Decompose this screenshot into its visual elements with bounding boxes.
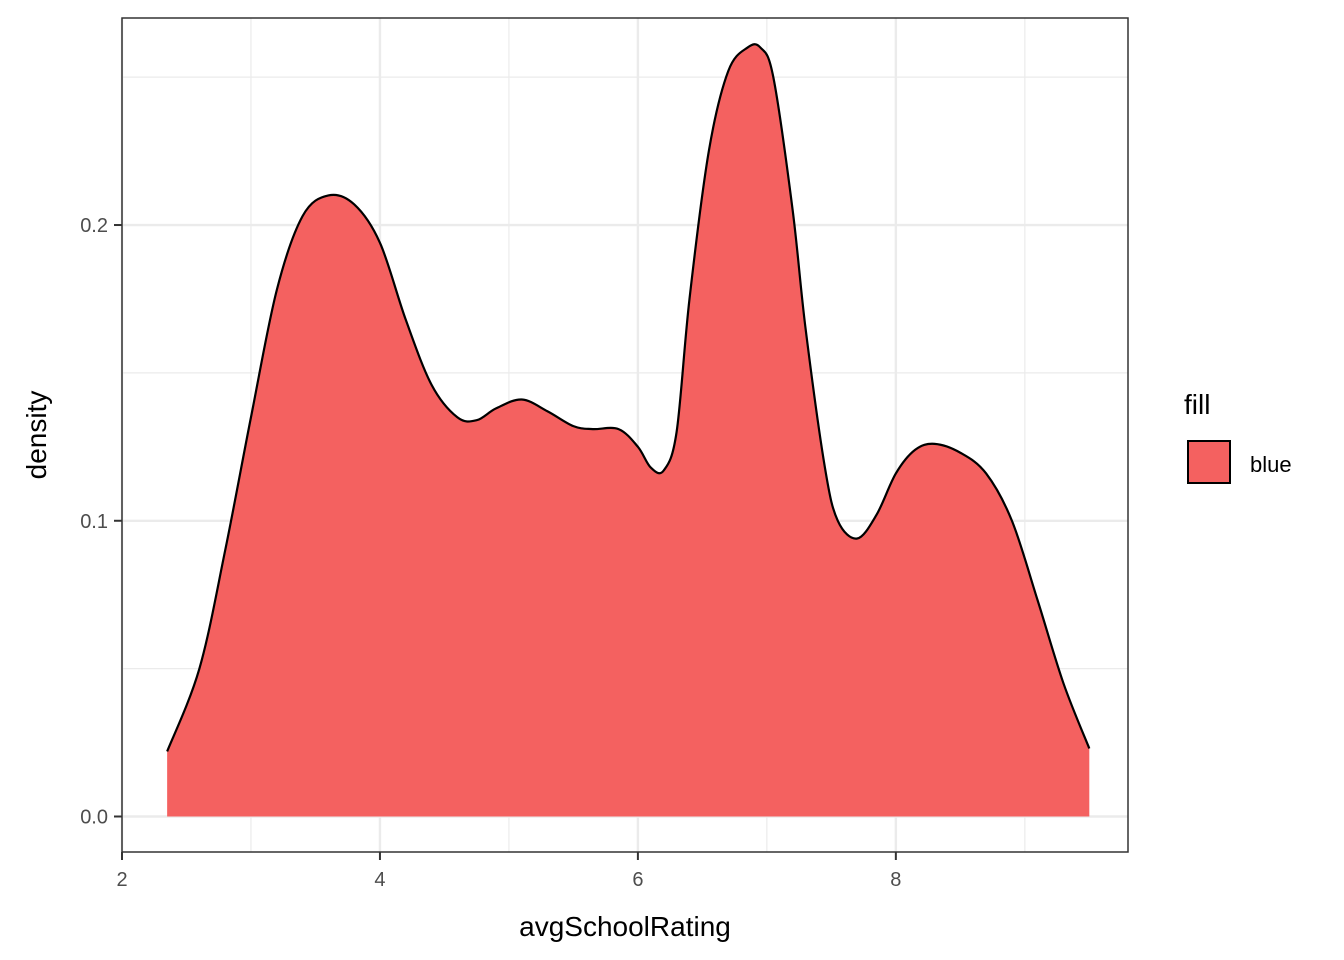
legend-title: fill bbox=[1184, 389, 1210, 420]
x-tick-label: 2 bbox=[116, 869, 127, 891]
legend-label: blue bbox=[1250, 452, 1292, 477]
y-axis-title: density bbox=[21, 391, 52, 480]
x-axis: 2 4 6 8 bbox=[116, 852, 901, 891]
y-tick-label: 0.2 bbox=[80, 215, 108, 237]
plot-area bbox=[166, 43, 1091, 817]
y-tick-label: 0.0 bbox=[80, 807, 108, 829]
y-axis: 0.0 0.1 0.2 bbox=[80, 215, 122, 829]
density-area bbox=[167, 44, 1090, 817]
x-axis-title: avgSchoolRating bbox=[519, 911, 731, 942]
panel-border bbox=[121, 17, 1129, 853]
legend-key bbox=[1187, 440, 1231, 484]
density-outline bbox=[166, 43, 1091, 752]
x-tick-label: 4 bbox=[374, 869, 385, 891]
x-tick-label: 8 bbox=[890, 869, 901, 891]
x-tick-label: 6 bbox=[632, 869, 643, 891]
y-tick-label: 0.1 bbox=[80, 511, 108, 533]
legend: fill blue bbox=[1184, 389, 1292, 484]
